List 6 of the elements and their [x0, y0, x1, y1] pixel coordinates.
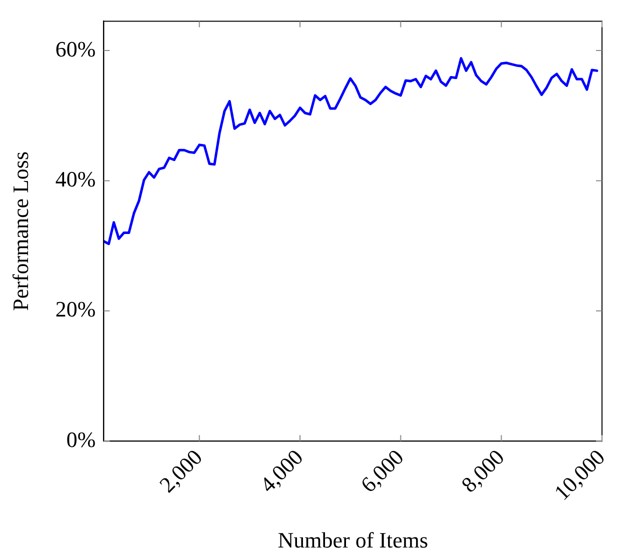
y-tick-label: 60% — [55, 36, 96, 62]
x-axis-title: Number of Items — [278, 528, 428, 553]
y-tick-label: 0% — [66, 426, 96, 452]
y-tick-label: 40% — [55, 166, 96, 192]
y-tick-label: 20% — [55, 296, 96, 322]
y-axis-title: Performance Loss — [8, 151, 33, 311]
